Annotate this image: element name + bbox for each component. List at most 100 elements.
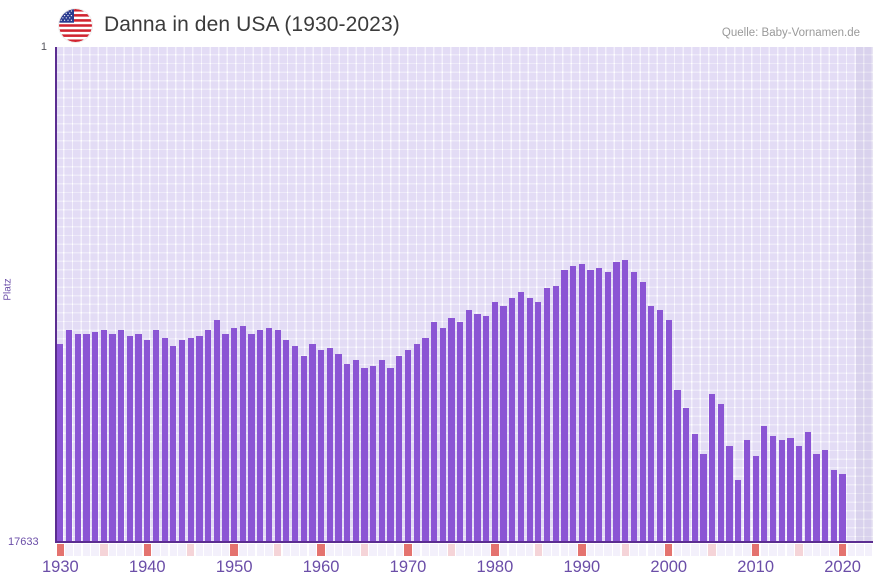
x-axis-marker <box>725 544 734 556</box>
bar <box>596 268 603 542</box>
x-axis-marker <box>221 544 230 556</box>
x-axis-marker <box>673 544 682 556</box>
x-axis-marker <box>273 544 282 556</box>
x-axis-marker <box>108 544 117 556</box>
bar <box>448 318 455 542</box>
chart-header: Danna in den USA (1930-2023) Quelle: Bab… <box>0 0 873 46</box>
x-axis-marker <box>760 544 769 556</box>
x-axis-marker <box>291 544 299 556</box>
bar <box>83 334 90 542</box>
bar <box>57 344 64 542</box>
bar <box>118 330 125 542</box>
x-axis-marker <box>369 544 377 556</box>
us-flag-icon <box>59 9 92 42</box>
bar <box>222 334 229 542</box>
x-axis-marker <box>334 544 343 556</box>
x-axis-marker <box>604 544 612 556</box>
x-axis-marker <box>621 544 630 556</box>
bar <box>248 334 255 542</box>
bar <box>795 446 803 542</box>
bar <box>648 306 655 542</box>
x-axis-tick-label: 1980 <box>476 558 514 576</box>
y-axis-top-tick-wrap: 1 <box>0 0 47 60</box>
x-axis-marker <box>656 544 664 556</box>
x-axis-tick-label: 1970 <box>389 558 427 576</box>
x-axis-marker <box>499 544 508 556</box>
bar <box>74 334 81 542</box>
x-axis-marker <box>352 544 360 556</box>
x-axis-marker <box>378 544 386 556</box>
bar <box>309 344 316 542</box>
x-axis-marker <box>178 544 186 556</box>
bar <box>769 436 777 542</box>
bar <box>804 432 811 542</box>
x-axis-marker <box>717 544 725 556</box>
bar <box>109 334 116 542</box>
bar <box>100 330 107 542</box>
x-axis-marker <box>160 544 169 556</box>
x-axis-marker <box>777 544 786 556</box>
bar <box>178 340 186 542</box>
x-axis-marker <box>769 544 777 556</box>
bar <box>813 454 820 542</box>
x-axis-marker <box>804 544 812 556</box>
bar <box>500 306 507 542</box>
bar <box>430 322 438 542</box>
source-label: Quelle: Baby-Vornamen.de <box>721 27 860 39</box>
bar <box>761 426 768 542</box>
bar <box>491 302 499 542</box>
x-axis-marker <box>838 544 847 556</box>
x-axis-marker <box>734 544 743 556</box>
x-axis-marker <box>412 544 421 556</box>
x-axis-marker <box>134 544 143 556</box>
bar <box>561 270 568 542</box>
x-axis-marker <box>299 544 308 556</box>
x-axis-marker <box>569 544 577 556</box>
y-axis-title: Platz <box>2 278 14 301</box>
x-axis-marker <box>830 544 838 556</box>
x-axis-marker <box>65 544 73 556</box>
bar <box>674 390 681 542</box>
x-axis-marker <box>586 544 595 556</box>
x-axis-marker <box>864 544 873 556</box>
x-axis-marker <box>699 544 708 556</box>
y-axis-top-tick: 1 <box>40 41 47 53</box>
x-axis-marker <box>751 544 760 556</box>
bar <box>578 264 585 542</box>
bar <box>830 470 837 542</box>
bar <box>422 338 429 542</box>
x-axis-tick-label: 2020 <box>824 558 861 576</box>
bar <box>517 292 525 542</box>
x-axis-marker <box>73 544 82 556</box>
bar <box>752 456 759 542</box>
x-axis-marker <box>360 544 369 556</box>
bar <box>170 346 177 542</box>
bar <box>413 344 420 542</box>
x-axis-marker <box>612 544 621 556</box>
x-axis-marker <box>647 544 656 556</box>
bar <box>370 366 377 542</box>
bar <box>144 340 151 542</box>
x-axis-marker <box>143 544 151 556</box>
bar <box>743 440 751 542</box>
bar <box>622 260 629 542</box>
x-axis-marker <box>386 544 395 556</box>
x-axis-marker <box>204 544 212 556</box>
bar <box>213 320 220 542</box>
bar <box>65 330 73 542</box>
bar <box>700 454 707 542</box>
x-axis-marker <box>230 544 238 556</box>
x-axis-marker <box>82 544 91 556</box>
x-axis-marker <box>117 544 125 556</box>
x-axis-line <box>56 541 873 543</box>
x-axis-marker <box>152 544 160 556</box>
x-axis-tick-label: 1950 <box>215 558 253 576</box>
x-axis-marker <box>630 544 638 556</box>
bar-series <box>56 47 873 542</box>
bar <box>126 336 133 542</box>
bar <box>570 266 577 542</box>
x-axis-marker <box>786 544 795 556</box>
bar <box>257 330 264 542</box>
bar <box>683 408 690 542</box>
